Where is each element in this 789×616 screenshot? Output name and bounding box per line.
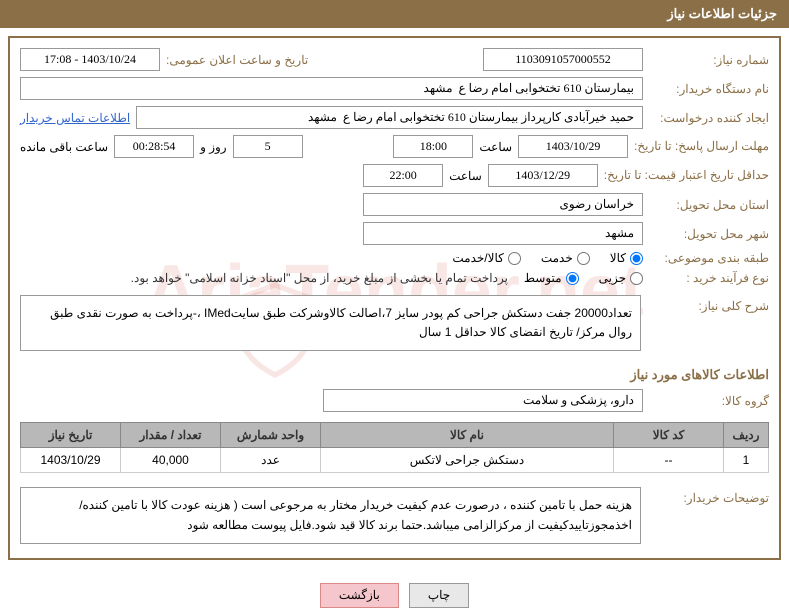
radio-goods-label: کالا <box>610 251 626 265</box>
summary-label: شرح کلی نیاز: <box>649 291 769 313</box>
row-group: گروه کالا: <box>20 389 769 412</box>
province-input[interactable] <box>363 193 643 216</box>
city-label: شهر محل تحویل: <box>649 227 769 241</box>
radio-goods[interactable]: کالا <box>610 251 643 265</box>
print-button[interactable]: چاپ <box>409 583 469 608</box>
time-label-1: ساعت <box>479 140 512 154</box>
th-name: نام کالا <box>321 423 614 448</box>
row-need-number: شماره نیاز: تاریخ و ساعت اعلان عمومی: <box>20 48 769 71</box>
days-and-label: روز و <box>200 140 227 154</box>
th-unit: واحد شمارش <box>221 423 321 448</box>
radio-both-label: کالا/خدمت <box>452 251 503 265</box>
requester-label: ایجاد کننده درخواست: <box>649 111 769 125</box>
cell-row: 1 <box>724 448 769 473</box>
row-province: استان محل تحویل: <box>20 193 769 216</box>
cell-qty: 40,000 <box>121 448 221 473</box>
th-code: کد کالا <box>614 423 724 448</box>
radio-service-input[interactable] <box>577 252 590 265</box>
radio-partial[interactable]: جزیی <box>599 271 643 285</box>
row-buyer-notes: توضیحات خریدار: هزینه حمل با تامین کننده… <box>20 483 769 547</box>
radio-partial-label: جزیی <box>599 271 626 285</box>
need-number-input[interactable] <box>483 48 643 71</box>
page-header: جزئیات اطلاعات نیاز <box>0 0 789 28</box>
remaining-time-input[interactable] <box>114 135 194 158</box>
buyer-contact-link[interactable]: اطلاعات تماس خریدار <box>20 111 130 125</box>
row-process: نوع فرآیند خرید : جزیی متوسط پرداخت تمام… <box>20 271 769 285</box>
response-time-input[interactable] <box>393 135 473 158</box>
cell-name: دستکش جراحی لاتکس <box>321 448 614 473</box>
announce-date-label: تاریخ و ساعت اعلان عمومی: <box>166 53 308 67</box>
buyer-org-input[interactable] <box>20 77 643 100</box>
row-city: شهر محل تحویل: <box>20 222 769 245</box>
process-radio-group: جزیی متوسط <box>524 271 643 285</box>
category-radio-group: کالا خدمت کالا/خدمت <box>452 251 643 265</box>
radio-both[interactable]: کالا/خدمت <box>452 251 520 265</box>
button-row: چاپ بازگشت <box>0 575 789 616</box>
radio-medium-label: متوسط <box>524 271 562 285</box>
summary-box: تعداد20000 جفت دستکش جراحی کم پودر سایز … <box>20 295 641 351</box>
radio-partial-input[interactable] <box>630 272 643 285</box>
group-input[interactable] <box>323 389 643 412</box>
row-response-deadline: مهلت ارسال پاسخ: تا تاریخ: ساعت روز و سا… <box>20 135 769 158</box>
table-row[interactable]: 1 -- دستکش جراحی لاتکس عدد 40,000 1403/1… <box>21 448 769 473</box>
requester-input[interactable] <box>136 106 643 129</box>
items-table: ردیف کد کالا نام کالا واحد شمارش تعداد /… <box>20 422 769 473</box>
th-row: ردیف <box>724 423 769 448</box>
th-date: تاریخ نیاز <box>21 423 121 448</box>
cell-unit: عدد <box>221 448 321 473</box>
response-deadline-label: مهلت ارسال پاسخ: تا تاریخ: <box>634 138 769 155</box>
announce-date-input[interactable] <box>20 48 160 71</box>
row-summary: شرح کلی نیاز: تعداد20000 جفت دستکش جراحی… <box>20 291 769 355</box>
return-button[interactable]: بازگشت <box>320 583 399 608</box>
buyer-org-label: نام دستگاه خریدار: <box>649 82 769 96</box>
radio-service-label: خدمت <box>541 251 573 265</box>
need-number-label: شماره نیاز: <box>649 53 769 67</box>
row-validity: حداقل تاریخ اعتبار قیمت: تا تاریخ: ساعت <box>20 164 769 187</box>
th-qty: تعداد / مقدار <box>121 423 221 448</box>
radio-both-input[interactable] <box>508 252 521 265</box>
buyer-notes-box: هزینه حمل با تامین کننده ، درصورت عدم کی… <box>20 487 641 543</box>
row-category: طبقه بندی موضوعی: کالا خدمت کالا/خدمت <box>20 251 769 265</box>
days-count-input[interactable] <box>233 135 303 158</box>
row-buyer-org: نام دستگاه خریدار: <box>20 77 769 100</box>
validity-time-input[interactable] <box>363 164 443 187</box>
process-note: پرداخت تمام یا بخشی از مبلغ خرید، از محل… <box>131 271 508 285</box>
process-label: نوع فرآیند خرید : <box>649 271 769 285</box>
province-label: استان محل تحویل: <box>649 198 769 212</box>
row-requester: ایجاد کننده درخواست: اطلاعات تماس خریدار <box>20 106 769 129</box>
page-title: جزئیات اطلاعات نیاز <box>667 6 777 21</box>
city-input[interactable] <box>363 222 643 245</box>
response-date-input[interactable] <box>518 135 628 158</box>
time-label-2: ساعت <box>449 169 482 183</box>
radio-medium-input[interactable] <box>566 272 579 285</box>
validity-label: حداقل تاریخ اعتبار قیمت: تا تاریخ: <box>604 167 769 184</box>
items-section-title: اطلاعات کالاهای مورد نیاز <box>20 367 769 383</box>
group-label: گروه کالا: <box>649 394 769 408</box>
validity-date-input[interactable] <box>488 164 598 187</box>
radio-goods-input[interactable] <box>630 252 643 265</box>
remaining-label: ساعت باقی مانده <box>20 140 108 154</box>
table-header-row: ردیف کد کالا نام کالا واحد شمارش تعداد /… <box>21 423 769 448</box>
buyer-notes-label: توضیحات خریدار: <box>649 483 769 505</box>
items-table-wrapper: ردیف کد کالا نام کالا واحد شمارش تعداد /… <box>20 422 769 473</box>
cell-code: -- <box>614 448 724 473</box>
radio-medium[interactable]: متوسط <box>524 271 579 285</box>
cell-date: 1403/10/29 <box>21 448 121 473</box>
category-label: طبقه بندی موضوعی: <box>649 251 769 265</box>
main-form: شماره نیاز: تاریخ و ساعت اعلان عمومی: نا… <box>8 36 781 560</box>
radio-service[interactable]: خدمت <box>541 251 590 265</box>
